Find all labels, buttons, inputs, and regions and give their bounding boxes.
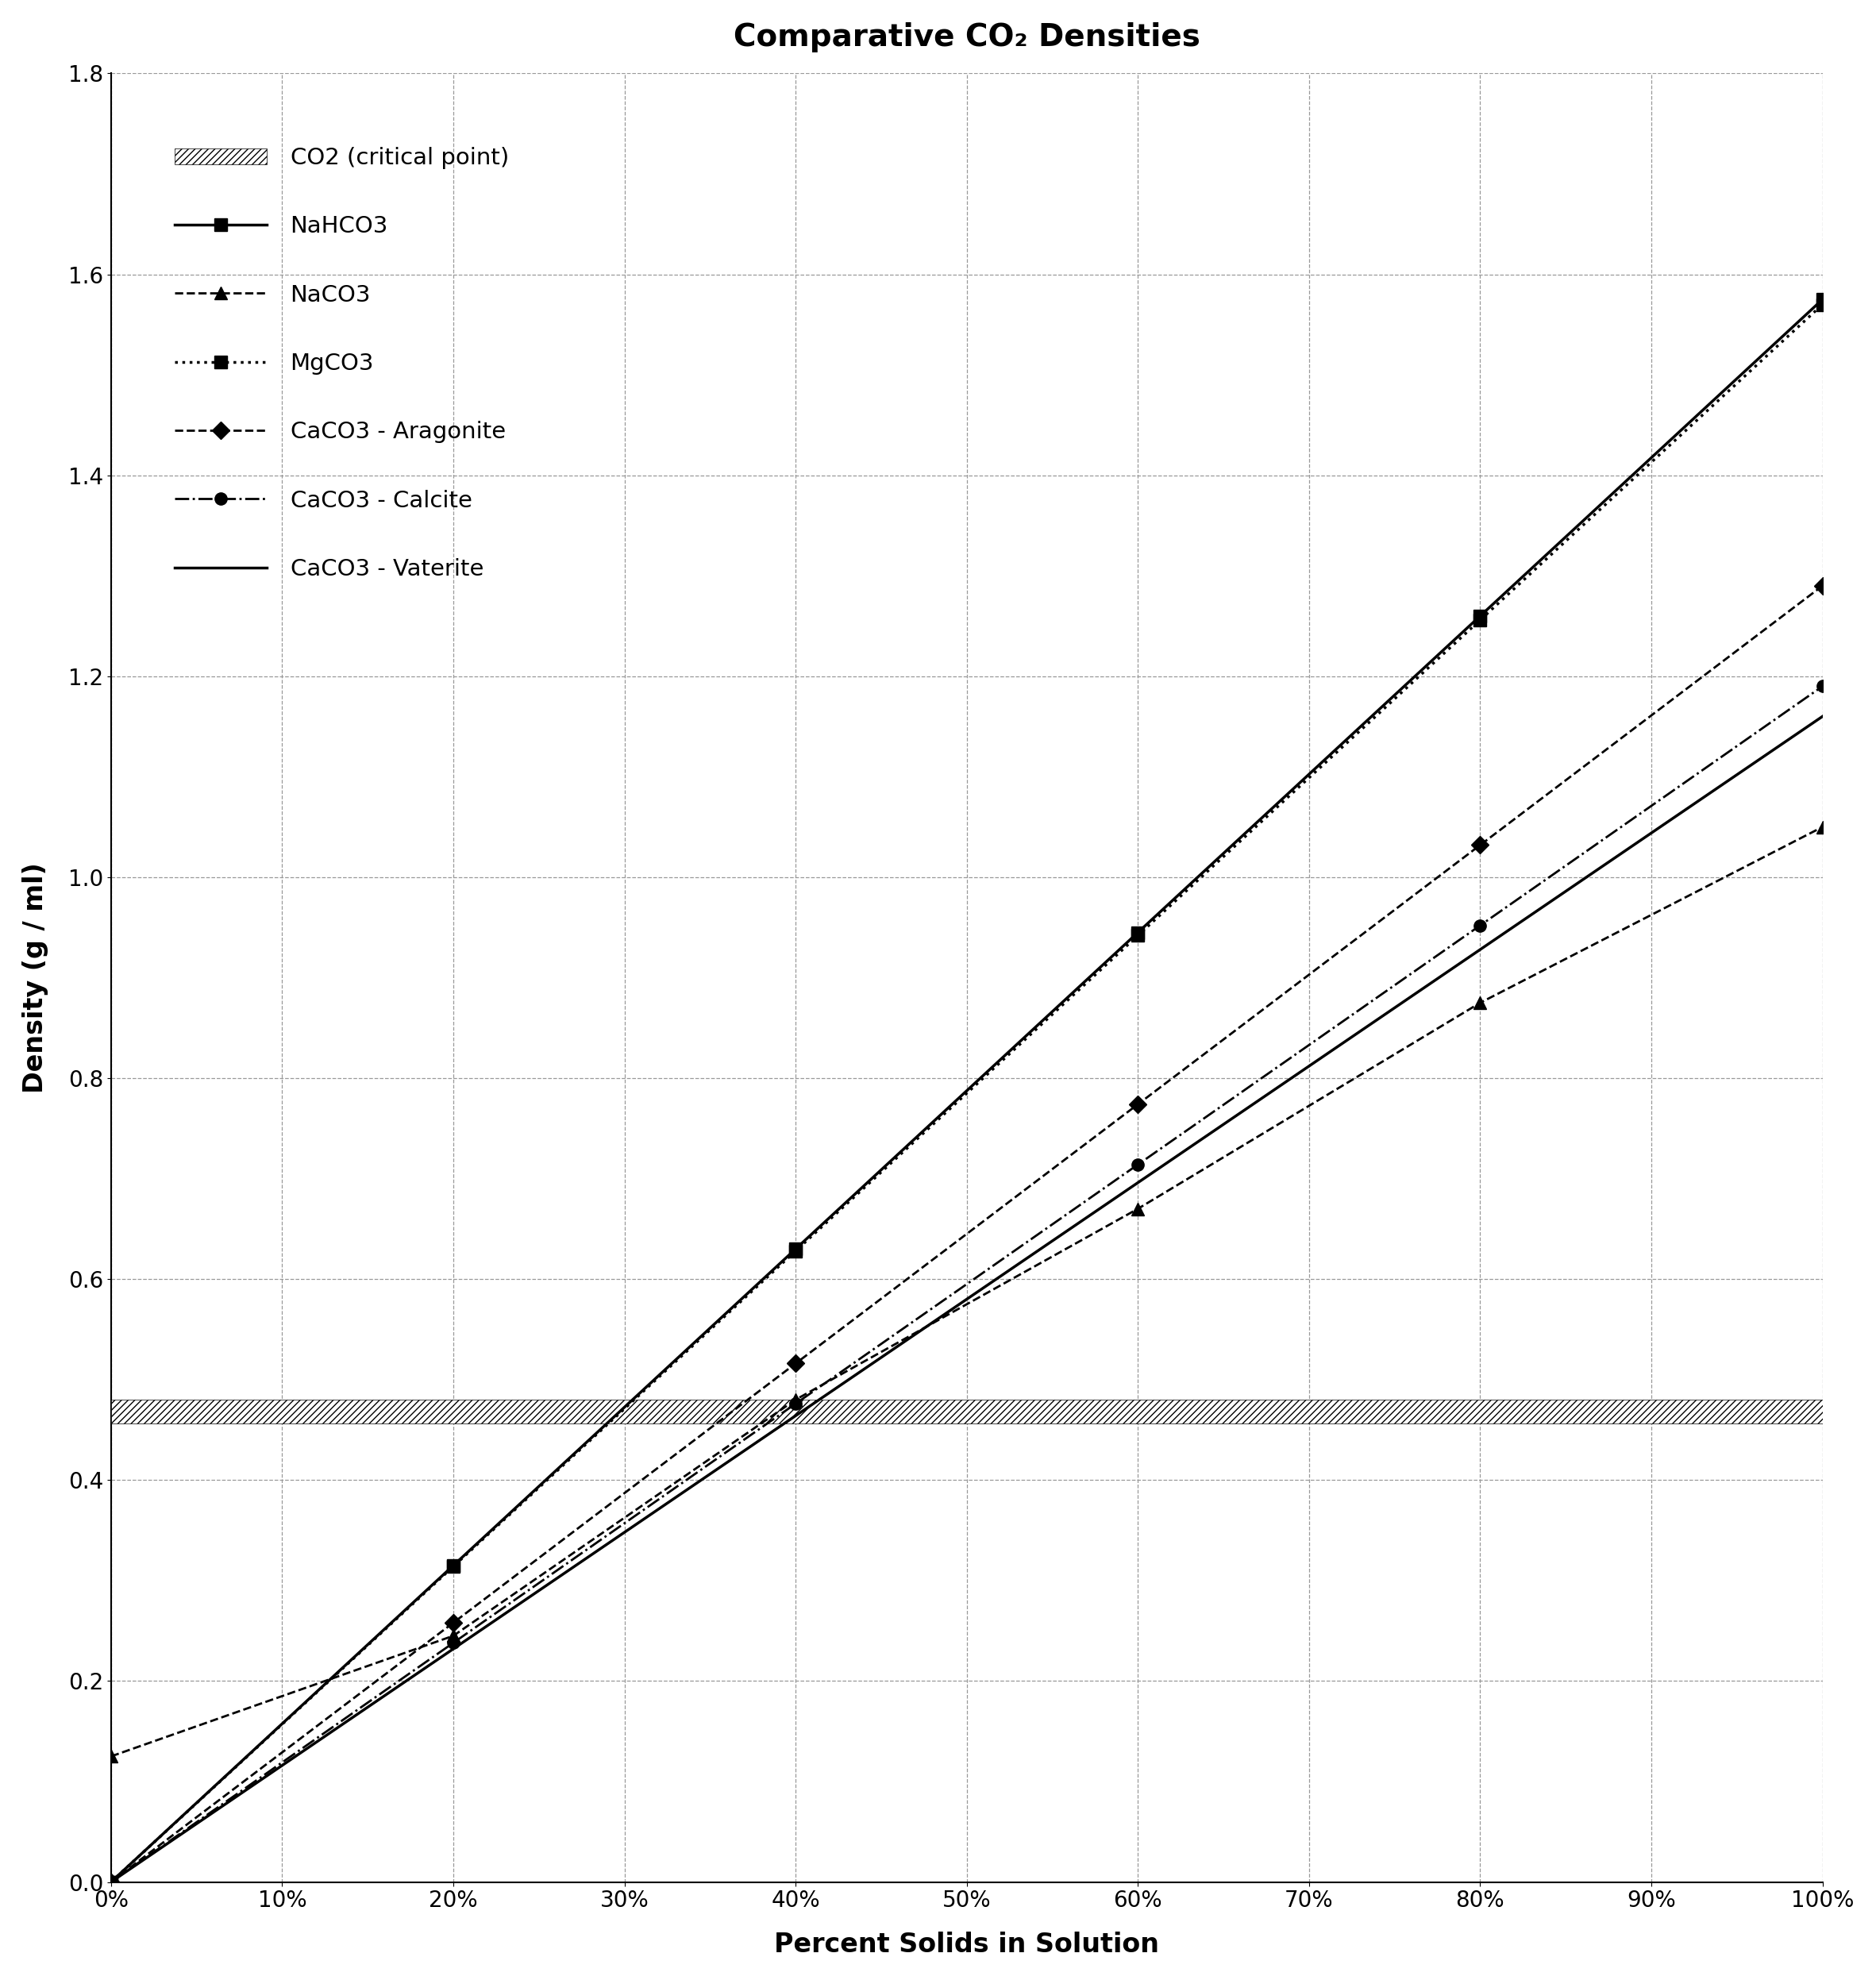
X-axis label: Percent Solids in Solution: Percent Solids in Solution [775, 1932, 1159, 1958]
Title: Comparative CO₂ Densities: Comparative CO₂ Densities [734, 22, 1201, 51]
Legend: CO2 (critical point), NaHCO3, NaCO3, MgCO3, CaCO3 - Aragonite, CaCO3 - Calcite, : CO2 (critical point), NaHCO3, NaCO3, MgC… [139, 113, 544, 616]
Y-axis label: Density (g / ml): Density (g / ml) [23, 861, 49, 1093]
Bar [111, 1400, 1822, 1424]
